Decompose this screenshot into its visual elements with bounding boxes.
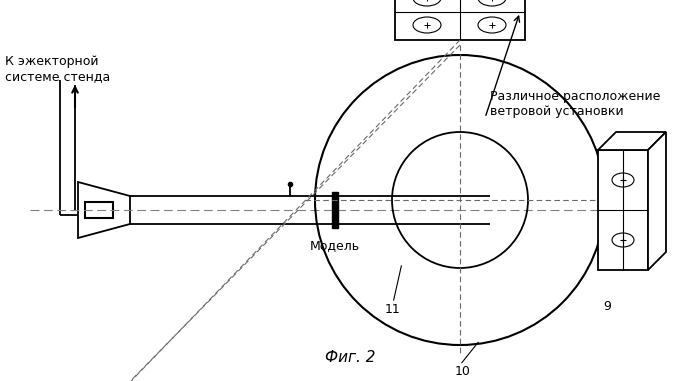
Text: 11: 11 xyxy=(385,303,401,316)
Polygon shape xyxy=(99,202,113,218)
Bar xyxy=(598,150,648,270)
Text: 9: 9 xyxy=(603,300,611,313)
Bar xyxy=(395,0,525,40)
Text: Фиг. 2: Фиг. 2 xyxy=(325,350,375,365)
Text: К эжекторной
системе стенда: К эжекторной системе стенда xyxy=(5,55,110,83)
Bar xyxy=(332,192,338,228)
Polygon shape xyxy=(78,182,130,238)
Text: 10: 10 xyxy=(455,365,471,378)
Polygon shape xyxy=(85,202,99,218)
Text: Модель: Модель xyxy=(310,239,360,252)
Polygon shape xyxy=(648,132,666,270)
Text: Различное расположение
ветровой установки: Различное расположение ветровой установк… xyxy=(490,90,661,118)
Bar xyxy=(85,202,113,218)
Polygon shape xyxy=(598,132,666,150)
